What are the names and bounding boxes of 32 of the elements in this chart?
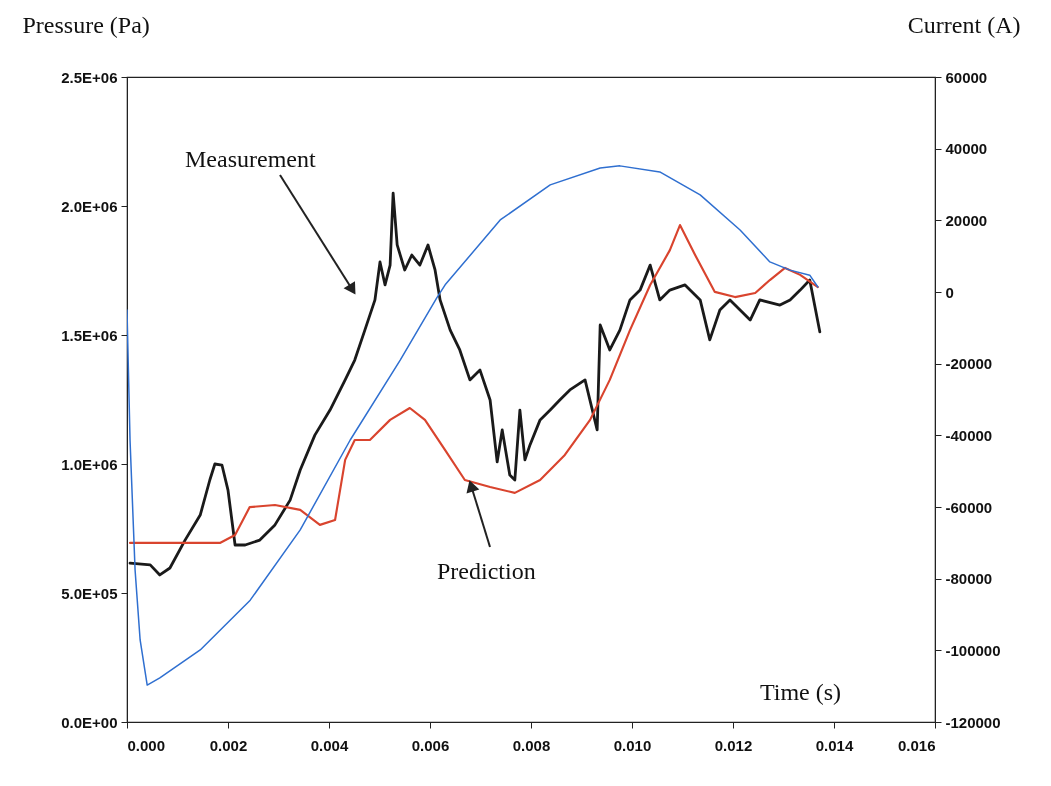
y2-tick-label: -100000 <box>945 641 1001 659</box>
x-tick-label: 0.004 <box>310 736 349 754</box>
x-tick-label: 0.006 <box>411 736 450 754</box>
y-tick-label: 1.0E+06 <box>61 455 118 473</box>
y-tick-label: 5.0E+05 <box>61 584 118 602</box>
x-tick-label: 0.010 <box>613 736 652 754</box>
y2-tick-label: 0 <box>945 283 954 301</box>
y2-tick-label: -120000 <box>945 713 1001 731</box>
y2-tick-label: 60000 <box>945 68 988 86</box>
x-tick-label: 0.014 <box>815 736 854 754</box>
y-axis-title: Pressure (Pa) <box>22 11 150 38</box>
line-series <box>127 165 819 686</box>
text: Prediction <box>437 558 536 584</box>
x-tick-label: 0.016 <box>897 736 936 754</box>
x-tick-label: 0.012 <box>714 736 753 754</box>
y2-axis-title: Current (A) <box>907 11 1021 38</box>
y2-tick-label: -60000 <box>945 498 993 516</box>
y2-tick-label: -40000 <box>945 426 993 444</box>
text: Measurement <box>185 146 316 172</box>
x-tick-label: 0.008 <box>512 736 551 754</box>
y2-tick-label: 20000 <box>945 211 988 229</box>
x-tick-label: 0.002 <box>209 736 248 754</box>
y2-tick-label: -20000 <box>945 355 993 373</box>
y-tick-label: 2.0E+06 <box>61 197 118 215</box>
y-tick-label: 2.5E+06 <box>61 68 118 86</box>
y2-tick-label: -80000 <box>945 570 993 588</box>
y2-tick-label: 40000 <box>945 140 988 158</box>
y-tick-label: 0.0E+00 <box>61 713 118 731</box>
x-axis-title: Time (s) <box>759 678 842 705</box>
y-tick-label: 1.5E+06 <box>61 326 118 344</box>
line-series <box>128 224 819 545</box>
x-tick-label: 0.000 <box>127 736 166 754</box>
